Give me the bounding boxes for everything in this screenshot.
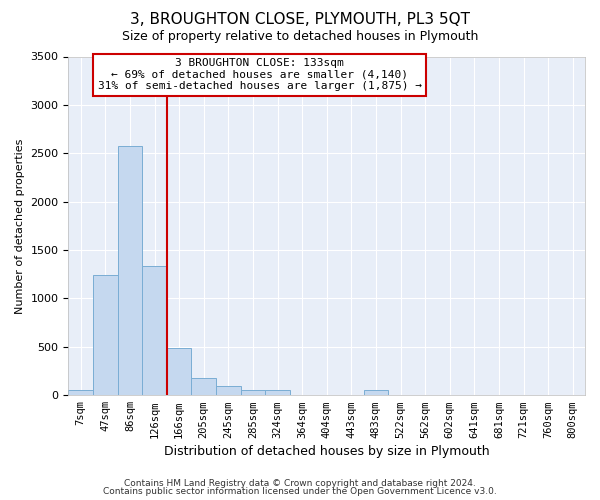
Bar: [142, 266, 167, 395]
Bar: [167, 348, 191, 395]
Bar: [265, 390, 290, 395]
Text: Contains HM Land Registry data © Crown copyright and database right 2024.: Contains HM Land Registry data © Crown c…: [124, 478, 476, 488]
Bar: [364, 390, 388, 395]
Bar: [241, 390, 265, 395]
X-axis label: Distribution of detached houses by size in Plymouth: Distribution of detached houses by size …: [164, 444, 490, 458]
Y-axis label: Number of detached properties: Number of detached properties: [15, 138, 25, 314]
Text: 3 BROUGHTON CLOSE: 133sqm
← 69% of detached houses are smaller (4,140)
31% of se: 3 BROUGHTON CLOSE: 133sqm ← 69% of detac…: [98, 58, 422, 92]
Bar: [93, 274, 118, 395]
Text: Contains public sector information licensed under the Open Government Licence v3: Contains public sector information licen…: [103, 487, 497, 496]
Bar: [216, 386, 241, 395]
Text: 3, BROUGHTON CLOSE, PLYMOUTH, PL3 5QT: 3, BROUGHTON CLOSE, PLYMOUTH, PL3 5QT: [130, 12, 470, 28]
Bar: [118, 146, 142, 395]
Bar: [68, 390, 93, 395]
Bar: [191, 378, 216, 395]
Text: Size of property relative to detached houses in Plymouth: Size of property relative to detached ho…: [122, 30, 478, 43]
